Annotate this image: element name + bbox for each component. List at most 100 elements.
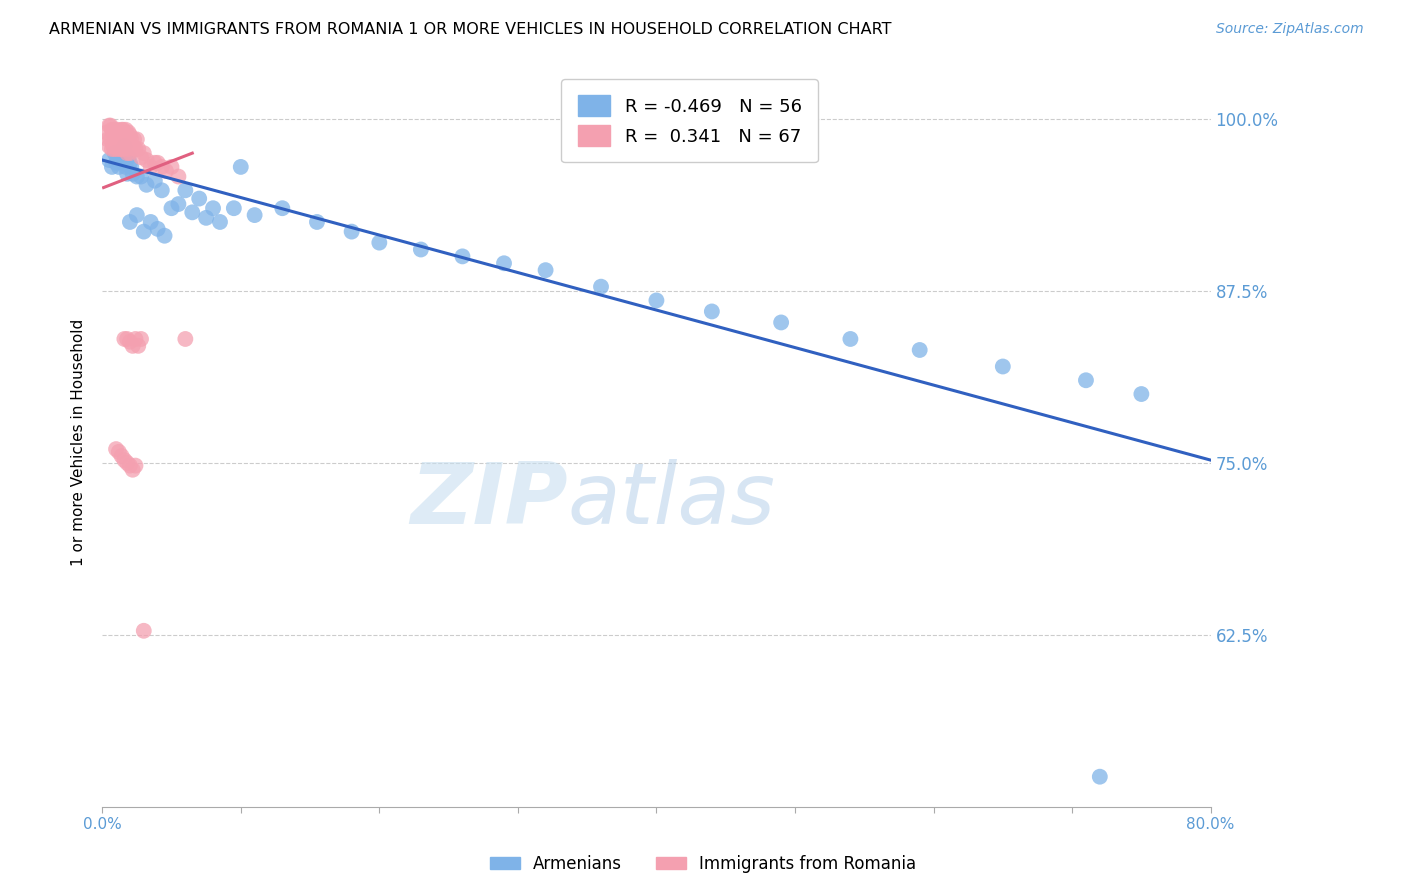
Point [108, 139, 131, 153]
Point [908, 343, 931, 357]
Point [124, 458, 146, 473]
Point [118, 458, 141, 473]
Point [105, 442, 128, 456]
Point [110, 146, 132, 161]
Point [143, 174, 166, 188]
Point [125, 208, 148, 222]
Point [108, 126, 131, 140]
Point [150, 160, 173, 174]
Point [107, 150, 129, 164]
Point [492, 256, 515, 270]
Point [108, 445, 131, 459]
Point [118, 334, 141, 349]
Point [125, 132, 148, 146]
Point [115, 146, 138, 161]
Point [160, 160, 183, 174]
Point [122, 132, 145, 146]
Point [111, 122, 134, 136]
Point [243, 208, 266, 222]
Point [117, 126, 139, 140]
Point [118, 146, 141, 161]
Point [127, 339, 149, 353]
Point [150, 183, 173, 197]
Point [770, 315, 793, 329]
Point [146, 222, 169, 236]
Point [117, 142, 139, 156]
Point [97, 132, 120, 146]
Point [107, 122, 129, 136]
Point [104, 146, 127, 161]
Point [111, 136, 134, 151]
Point [112, 142, 135, 156]
Point [139, 215, 162, 229]
Point [110, 142, 132, 156]
Point [105, 139, 128, 153]
Point [104, 122, 127, 136]
Point [132, 225, 155, 239]
Point [125, 169, 148, 184]
Point [114, 122, 136, 136]
Point [305, 215, 328, 229]
Point [124, 332, 146, 346]
Point [153, 228, 176, 243]
Point [368, 235, 391, 250]
Point [160, 201, 183, 215]
Point [115, 456, 138, 470]
Point [174, 332, 197, 346]
Point [100, 119, 122, 133]
Point [112, 126, 135, 140]
Point [589, 279, 612, 293]
Point [120, 132, 142, 146]
Point [155, 164, 177, 178]
Point [202, 201, 225, 215]
Point [104, 142, 127, 156]
Point [181, 205, 204, 219]
Point [129, 332, 152, 346]
Legend: R = -0.469   N = 56, R =  0.341   N = 67: R = -0.469 N = 56, R = 0.341 N = 67 [561, 79, 818, 162]
Point [112, 332, 135, 346]
Point [103, 126, 125, 140]
Point [340, 225, 363, 239]
Point [103, 139, 125, 153]
Point [114, 160, 136, 174]
Point [121, 167, 143, 181]
Point [121, 463, 143, 477]
Point [110, 142, 132, 156]
Point [839, 332, 862, 346]
Point [409, 243, 432, 257]
Point [100, 132, 122, 146]
Point [115, 332, 138, 346]
Point [174, 183, 197, 197]
Point [132, 146, 155, 161]
Point [167, 197, 190, 211]
Point [98, 119, 121, 133]
Point [146, 155, 169, 169]
Point [108, 160, 131, 174]
Point [118, 128, 141, 143]
Point [115, 167, 138, 181]
Point [167, 169, 190, 184]
Point [115, 128, 138, 143]
Point [98, 153, 121, 167]
Point [208, 215, 231, 229]
Point [110, 150, 132, 164]
Point [139, 160, 162, 174]
Point [112, 453, 135, 467]
Point [96, 126, 118, 140]
Point [120, 160, 142, 174]
Point [112, 139, 135, 153]
Point [195, 211, 218, 225]
Text: atlas: atlas [568, 459, 776, 542]
Point [127, 142, 149, 156]
Point [129, 169, 152, 184]
Point [110, 126, 132, 140]
Point [229, 160, 252, 174]
Point [110, 449, 132, 463]
Point [101, 160, 124, 174]
Point [645, 293, 668, 308]
Point [451, 249, 474, 263]
Point [101, 142, 124, 156]
Point [1130, 387, 1153, 401]
Point [121, 139, 143, 153]
Point [98, 139, 121, 153]
